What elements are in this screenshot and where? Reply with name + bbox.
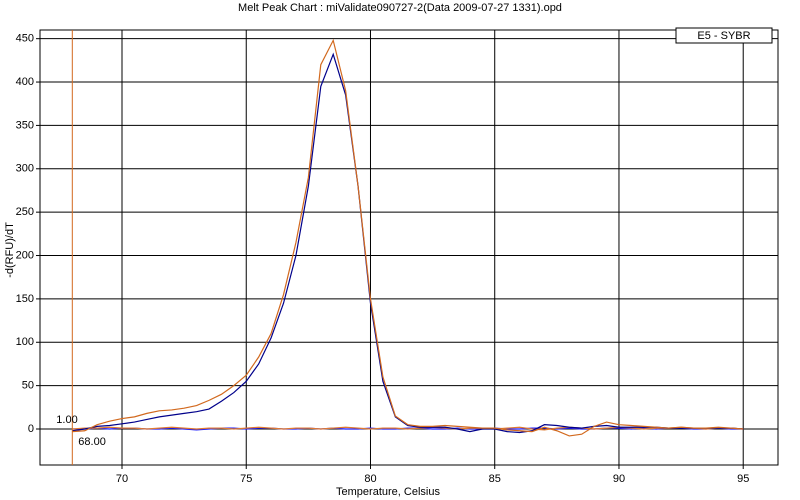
y-tick-label: 100 <box>16 336 34 348</box>
y-tick-label: 0 <box>28 423 34 435</box>
cursor-x-label: 68.00 <box>78 436 106 448</box>
x-tick-label: 85 <box>489 473 501 485</box>
chart-title: Melt Peak Chart : miValidate090727-2(Dat… <box>238 2 562 14</box>
y-axis-label: -d(RFU)/dT <box>4 222 16 278</box>
y-tick-label: 300 <box>16 163 34 175</box>
x-tick-label: 70 <box>116 473 128 485</box>
y-tick-label: 200 <box>16 249 34 261</box>
x-tick-label: 90 <box>613 473 625 485</box>
y-tick-label: 250 <box>16 206 34 218</box>
legend-label: E5 - SYBR <box>697 30 750 42</box>
x-axis-label: Temperature, Celsius <box>336 486 440 498</box>
legend-box <box>675 27 773 44</box>
series-line <box>72 38 744 437</box>
cursor-y-label: 1.00 <box>56 414 77 426</box>
y-tick-label: 50 <box>22 380 34 392</box>
y-tick-label: 450 <box>16 33 34 45</box>
series-line <box>72 427 744 431</box>
series-line <box>72 52 744 434</box>
x-tick-label: 80 <box>364 473 376 485</box>
series-line <box>72 426 744 431</box>
y-tick-label: 350 <box>16 119 34 131</box>
x-tick-label: 95 <box>737 473 749 485</box>
y-tick-label: 150 <box>16 293 34 305</box>
plot-frame <box>39 29 779 466</box>
x-tick-label: 75 <box>240 473 252 485</box>
y-tick-label: 400 <box>16 76 34 88</box>
